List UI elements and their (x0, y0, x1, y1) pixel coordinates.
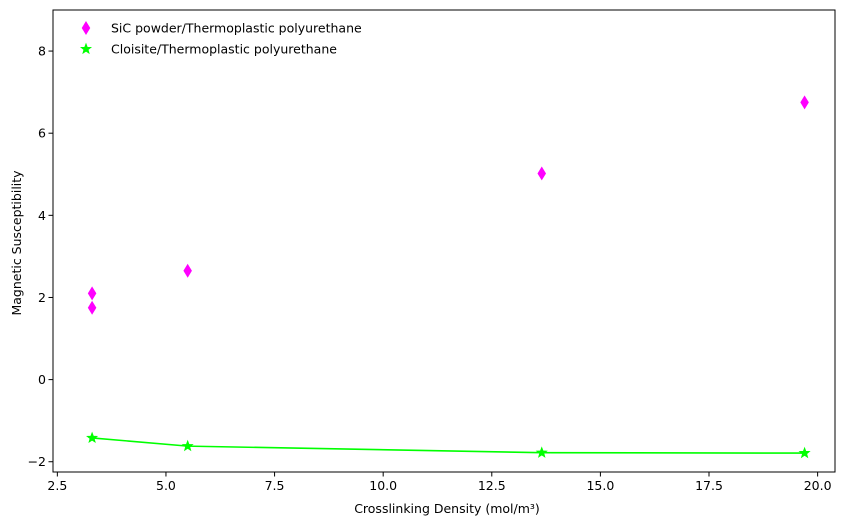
y-axis-label: Magnetic Susceptibility (9, 170, 24, 316)
y-tick-label: 2 (38, 290, 46, 305)
legend-entry: Cloisite/Thermoplastic polyurethane (79, 42, 337, 57)
legend-label: Cloisite/Thermoplastic polyurethane (111, 42, 337, 57)
x-tick-label: 2.5 (47, 478, 67, 493)
x-axis-label: Crosslinking Density (mol/m³) (354, 501, 540, 516)
series-line (92, 437, 805, 454)
y-tick-label: 4 (38, 208, 46, 223)
data-point (87, 286, 97, 301)
x-tick-label: 10.0 (369, 478, 397, 493)
x-tick-label: 20.0 (804, 478, 832, 493)
y-tick-label: 6 (38, 126, 46, 141)
legend-entry: SiC powder/Thermoplastic polyurethane (81, 21, 362, 36)
series-2 (86, 431, 811, 459)
legend-label: SiC powder/Thermoplastic polyurethane (111, 21, 362, 36)
x-tick-label: 17.5 (695, 478, 723, 493)
data-point (537, 166, 547, 181)
x-tick-label: 5.0 (156, 478, 176, 493)
y-tick-label: −2 (28, 454, 46, 469)
x-tick-label: 12.5 (478, 478, 506, 493)
data-point (87, 300, 97, 315)
x-tick-label: 15.0 (586, 478, 614, 493)
plot-frame (52, 9, 836, 473)
x-tick-label: 7.5 (265, 478, 285, 493)
legend-marker (79, 42, 93, 55)
legend: SiC powder/Thermoplastic polyurethane Clo… (79, 21, 362, 57)
axes: 2.5 5.0 7.5 10.0 12.5 15.0 17.5 20.0 −2 0 2 4 6 8 (28, 9, 836, 493)
legend-marker (81, 21, 91, 35)
data-point (798, 446, 811, 459)
data-point (535, 446, 548, 458)
data-point (86, 431, 99, 444)
data-point (800, 95, 809, 110)
y-tick-label: 8 (38, 44, 46, 59)
y-tick-label: 0 (38, 372, 46, 387)
data-point (181, 439, 194, 452)
series-1 (87, 95, 809, 315)
plot-area (86, 95, 811, 459)
data-point (183, 263, 192, 278)
